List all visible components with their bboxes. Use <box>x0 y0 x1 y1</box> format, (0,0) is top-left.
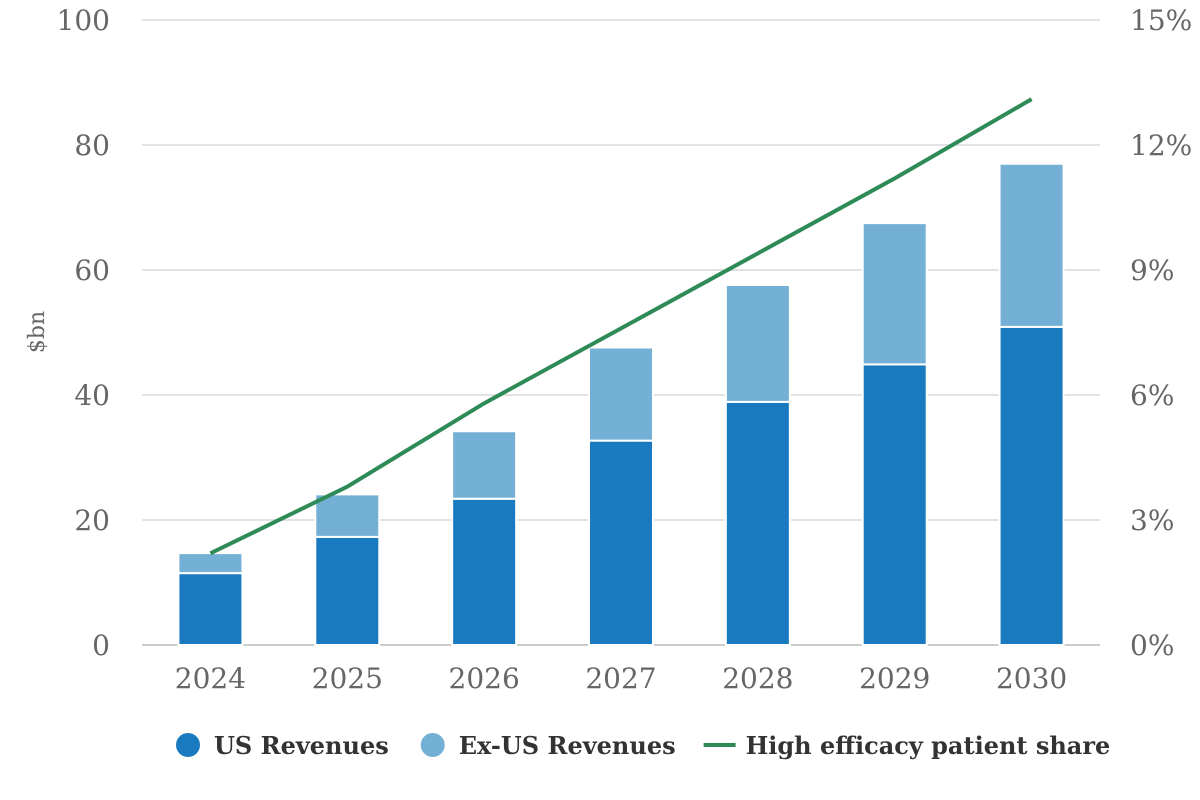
y2-tick-label: 12% <box>1130 129 1192 162</box>
bar-us-revenues <box>588 439 654 646</box>
right-axis-ticks: 0% 3% 6% 9% 12% 15% <box>1130 4 1192 662</box>
legend: US Revenues Ex-US Revenues High efficacy p… <box>176 731 1110 760</box>
bar-us-revenues <box>861 363 928 646</box>
legend-swatch-ex-us-revenues <box>420 733 445 757</box>
bar-us-revenues <box>314 535 381 646</box>
bars <box>177 162 1065 646</box>
y2-tick-label: 6% <box>1130 379 1174 412</box>
y-tick-label: 60 <box>74 254 110 287</box>
y2-tick-label: 0% <box>1130 629 1174 662</box>
x-tick-label: 2029 <box>859 662 930 695</box>
bar-us-revenues <box>177 572 244 646</box>
bar-ex-us-revenues <box>451 430 518 500</box>
bar-us-revenues <box>451 497 518 646</box>
legend-label: High efficacy patient share <box>746 731 1111 760</box>
y2-tick-label: 15% <box>1130 4 1192 37</box>
y-tick-label: 100 <box>57 4 110 37</box>
x-tick-label: 2026 <box>449 662 520 695</box>
bar-ex-us-revenues <box>314 493 381 538</box>
legend-label: Ex-US Revenues <box>459 731 676 760</box>
y-axis-title: $bn <box>25 311 50 353</box>
x-tick-label: 2027 <box>585 662 656 695</box>
legend-label: US Revenues <box>214 731 389 760</box>
share-line <box>209 97 1033 556</box>
y2-tick-label: 3% <box>1130 504 1174 537</box>
x-axis-ticks: 2024 2025 2026 2027 2028 2029 2030 <box>175 662 1067 695</box>
x-tick-label: 2028 <box>722 662 793 695</box>
bar-us-revenues <box>724 400 791 646</box>
x-tick-label: 2030 <box>996 662 1067 695</box>
bar-us-revenues <box>998 325 1065 646</box>
line-high-efficacy-share <box>209 97 1033 556</box>
y2-tick-label: 9% <box>1130 254 1174 287</box>
x-tick-label: 2025 <box>312 662 383 695</box>
y-tick-label: 40 <box>74 379 110 412</box>
left-axis-ticks: 0 20 40 60 80 100 <box>57 4 110 662</box>
legend-swatch-us-revenues <box>176 733 200 757</box>
y-tick-label: 80 <box>74 129 110 162</box>
bar-ex-us-revenues <box>861 222 928 366</box>
bar-ex-us-revenues <box>998 162 1065 328</box>
bar-ex-us-revenues <box>588 346 654 442</box>
y-tick-label: 20 <box>74 504 110 537</box>
bar-ex-us-revenues <box>177 552 244 575</box>
x-tick-label: 2024 <box>175 662 246 695</box>
bar-ex-us-revenues <box>724 284 791 403</box>
y-tick-label: 0 <box>92 629 110 662</box>
